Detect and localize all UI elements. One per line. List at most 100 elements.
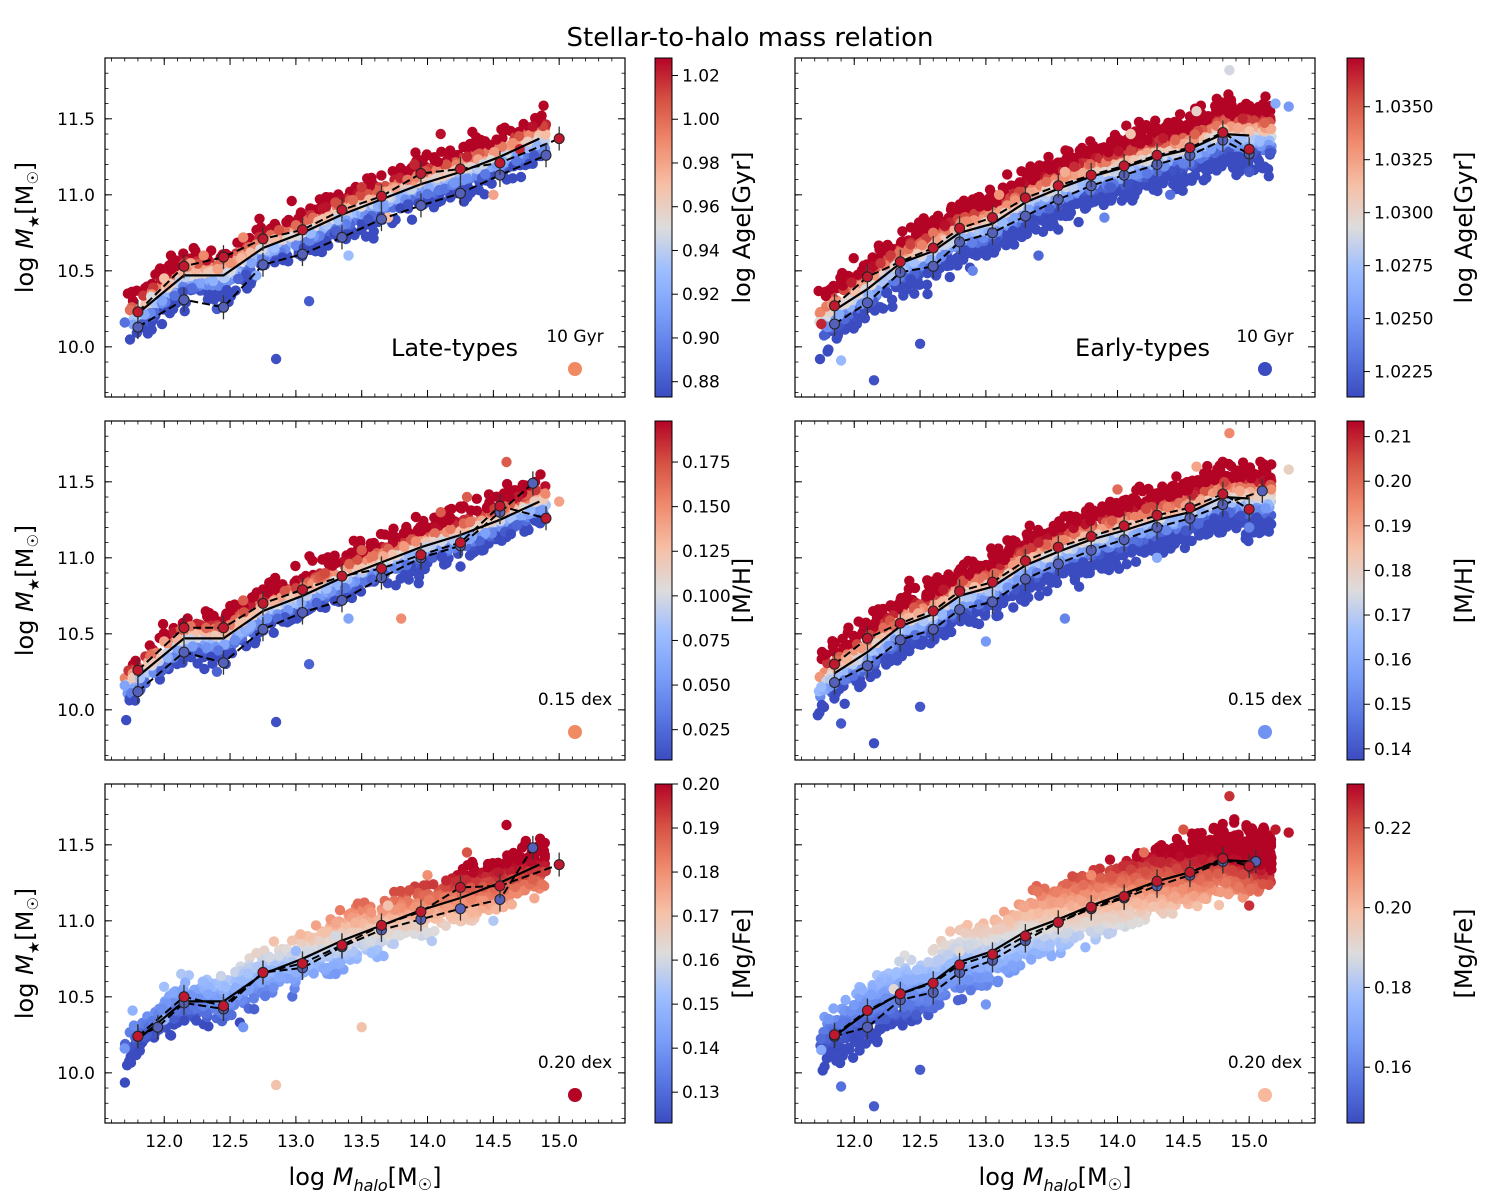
high-track-marker	[454, 881, 466, 893]
low-track-marker	[927, 260, 939, 272]
scatter-point	[1283, 827, 1294, 838]
x-tick-label: 15.0	[1230, 1132, 1268, 1152]
high-track-marker	[927, 242, 939, 254]
panel-early_age: Early-types 10 Gyr	[794, 57, 1316, 398]
colorbar-tick-label: 0.88	[682, 373, 720, 393]
scatter-point	[343, 613, 354, 624]
colorbar-label: [Mg/Fe]	[1450, 908, 1478, 998]
scatter-point	[238, 232, 249, 243]
colorbar-tick-label: 0.92	[682, 285, 720, 305]
legend-marker	[568, 725, 582, 739]
high-track-marker	[1243, 860, 1255, 872]
plot-frame	[104, 783, 626, 1124]
high-track-marker	[336, 204, 348, 216]
colorbar-tick-label: 0.94	[682, 241, 720, 261]
colorbar-tick-label: 0.175	[682, 453, 731, 473]
low-track-marker	[861, 1021, 873, 1033]
legend-marker	[568, 1088, 582, 1102]
y-tick-label: 10.0	[57, 338, 95, 358]
low-track-marker	[336, 231, 348, 243]
high-track-marker	[257, 233, 269, 245]
scatter-point	[967, 265, 978, 276]
colorbar-tick-label: 0.19	[1374, 517, 1412, 537]
y-axis-label: log M★[M☉]	[11, 888, 43, 1019]
low-track-marker	[218, 657, 229, 669]
scatter-point	[816, 318, 827, 330]
low-track-marker	[152, 1021, 164, 1033]
scatter-point	[343, 250, 354, 261]
high-track-marker	[1052, 916, 1064, 928]
scatter-point	[835, 718, 847, 729]
low-track-marker	[540, 149, 552, 161]
scatter-point	[1033, 250, 1044, 261]
low-track-marker	[954, 604, 966, 615]
high-track-marker	[454, 537, 466, 549]
scatter-point	[1059, 613, 1071, 624]
colorbar-tick-label: 0.125	[682, 542, 731, 562]
low-track-marker	[178, 294, 190, 306]
high-track-marker	[132, 664, 144, 676]
high-track-marker	[954, 585, 966, 597]
scatter-point	[928, 227, 939, 238]
low-track-marker	[297, 607, 308, 618]
high-track-marker	[1243, 503, 1255, 515]
scatter-point	[875, 258, 886, 269]
low-track-marker	[527, 477, 539, 489]
high-track-marker	[861, 271, 873, 283]
low-track-line	[834, 489, 1263, 684]
scatter-point	[330, 930, 341, 942]
scatter-point	[198, 976, 209, 987]
scatter-point	[238, 595, 249, 606]
high-track-marker	[1052, 180, 1064, 192]
high-track-marker	[1118, 891, 1130, 902]
scatter-point	[501, 456, 512, 468]
scatter-point	[1138, 847, 1150, 858]
y-tick-label: 11.5	[57, 110, 95, 130]
scatter-point	[1125, 128, 1136, 140]
low-track-marker	[1019, 210, 1031, 222]
scatter-point	[1033, 537, 1044, 548]
low-track-marker	[376, 213, 387, 225]
y-tick-label: 11.0	[57, 912, 95, 932]
colorbar-gradient	[654, 57, 673, 398]
scatter-point	[1112, 484, 1123, 495]
scatter-point	[488, 189, 499, 200]
high-track-marker	[1151, 875, 1163, 887]
low-track-marker	[829, 318, 840, 330]
scatter-point	[1224, 65, 1235, 76]
colorbar-label: log Age[Gyr]	[1450, 151, 1478, 303]
legend-label: 0.15 dex	[538, 690, 612, 710]
high-track-marker	[1085, 531, 1097, 542]
scatter-point	[1086, 870, 1097, 881]
scatter-point	[409, 159, 420, 170]
high-track-line	[833, 857, 1250, 1036]
high-track-marker	[297, 224, 308, 236]
scatter-point	[835, 355, 847, 366]
high-track-marker	[336, 939, 348, 951]
x-tick-label: 12.5	[211, 1132, 249, 1152]
plot-frame	[104, 420, 626, 761]
colorbar-early_age: 1.0225 1.0250 1.0275 1.0300 1.0325 1.0350 log …	[1346, 57, 1478, 398]
colorbar-tick-label: 0.050	[682, 676, 731, 696]
legend-marker	[568, 362, 582, 376]
scatter-point	[303, 296, 315, 307]
scatter-point	[270, 353, 282, 365]
low-track-marker	[1019, 573, 1031, 585]
scatter-point	[356, 545, 367, 556]
scatter-point	[461, 847, 473, 858]
colorbar-tick-label: 0.16	[682, 951, 720, 971]
colorbar-label: [Mg/Fe]	[728, 908, 756, 998]
scatter-point	[461, 491, 473, 503]
legend-marker	[1258, 725, 1272, 739]
high-track-marker	[927, 977, 939, 989]
high-track-marker	[1184, 142, 1196, 154]
colorbar-tick-label: 0.15	[1374, 695, 1412, 715]
high-track-marker	[257, 967, 269, 978]
scatter-point	[501, 819, 512, 831]
panel-early_mh: 0.15 dex	[794, 420, 1316, 761]
scatter-point	[1270, 98, 1281, 109]
scatter-point	[914, 701, 926, 712]
legend-label: 10 Gyr	[546, 327, 603, 347]
colorbar-tick-label: 1.02	[682, 66, 720, 86]
scatter-point	[1224, 428, 1235, 439]
